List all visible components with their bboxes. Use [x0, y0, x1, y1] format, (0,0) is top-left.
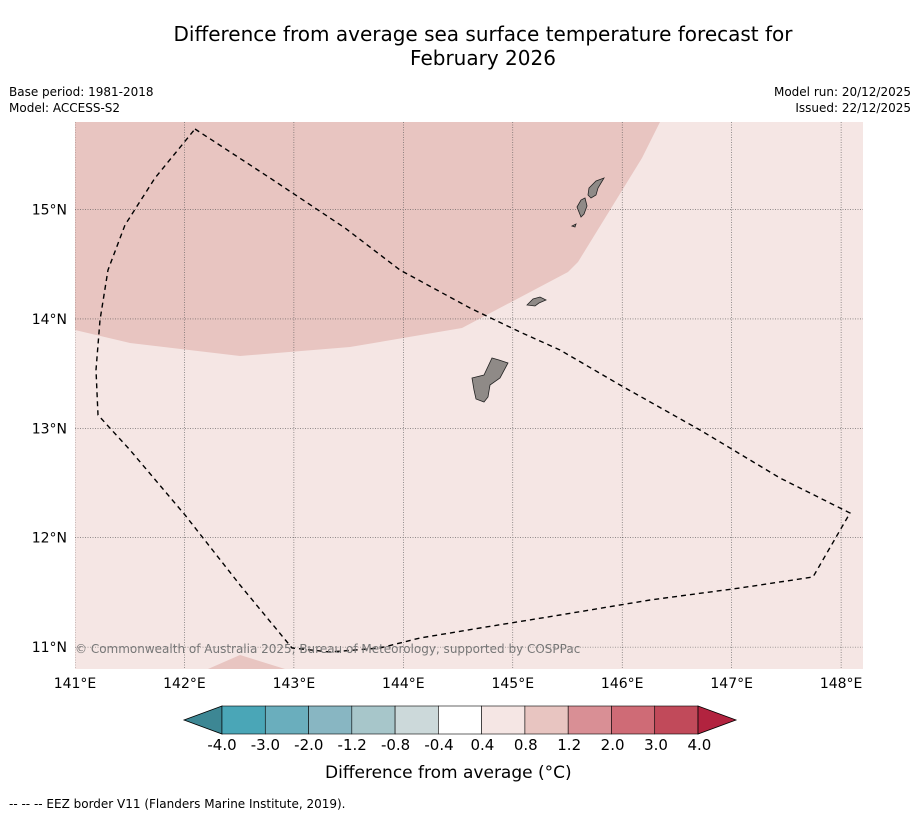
island-tinian: [576, 197, 588, 218]
island-guam: [471, 357, 509, 403]
lat-label: 11°N: [32, 640, 67, 656]
colorbar-under-arrow: [182, 705, 223, 735]
colorbar-tick-label: 0.8: [513, 736, 538, 754]
colorbar-tick-label: -1.2: [337, 736, 367, 754]
lon-label: 146°E: [601, 676, 644, 692]
lat-label: 12°N: [32, 531, 67, 547]
lon-label: 145°E: [491, 676, 534, 692]
lon-label: 144°E: [382, 676, 425, 692]
islands: [471, 177, 605, 403]
colorbar-segment: [308, 705, 353, 735]
lat-label: 13°N: [32, 421, 67, 437]
colorbar-segment: [654, 705, 699, 735]
island-rota: [526, 296, 547, 307]
colorbar-over-arrow: [697, 705, 738, 735]
island-aguijan: [570, 223, 577, 228]
colorbar-tick-label: -0.4: [424, 736, 454, 754]
map-area: © Commonwealth of Australia 2025, Bureau…: [75, 122, 863, 669]
meta-left: Base period: 1981-2018 Model: ACCESS-S2: [9, 84, 154, 116]
colorbar-label: Difference from average (°C): [325, 763, 572, 783]
colorbar-tick-label: 4.0: [687, 736, 712, 754]
colorbar-segment: [481, 705, 526, 735]
lon-label: 143°E: [273, 676, 316, 692]
colorbar-tick-label: 0.4: [470, 736, 495, 754]
chart-title: Difference from average sea surface temp…: [0, 22, 919, 70]
colorbar-segment: [524, 705, 569, 735]
meta-right: Model run: 20/12/2025 Issued: 22/12/2025: [774, 84, 911, 116]
lon-label: 141°E: [54, 676, 97, 692]
model-run: Model run: 20/12/2025: [773, 85, 911, 99]
warm-anomaly-region: [75, 122, 660, 356]
colorbar-segment: [394, 705, 439, 735]
longitude-labels: 141°E 142°E 143°E 144°E 145°E 146°E 147°E 148°E: [54, 676, 863, 692]
copyright-text: © Commonwealth of Australia 2025, Bureau…: [75, 642, 580, 656]
model-name: Model: ACCESS-S2: [9, 101, 121, 115]
colorbar-tick-label: -2.0: [294, 736, 324, 754]
gridlines: [75, 122, 863, 669]
warm-anomaly-region-south: [208, 655, 285, 669]
issued-date: Issued: 22/12/2025: [795, 101, 911, 115]
colorbar-segment: [611, 705, 656, 735]
title-line-2: February 2026: [410, 46, 556, 70]
colorbar-tick-label: 3.0: [644, 736, 668, 754]
colorbar-tick-label: 1.2: [557, 736, 582, 754]
colorbar-tick-label: 2.0: [600, 736, 625, 754]
colorbar-segment: [567, 705, 612, 735]
island-saipan: [587, 177, 605, 199]
colorbar-tick-labels: -4.0 -3.0 -2.0 -1.2 -0.8 -0.4 0.4 0.8 1.2 2.0 3.0 4…: [0, 736, 919, 756]
colorbar-tick-label: -4.0: [207, 736, 237, 754]
colorbar: [182, 705, 738, 735]
colorbar-segment: [351, 705, 396, 735]
lon-label: 142°E: [163, 676, 206, 692]
lon-label: 148°E: [820, 676, 863, 692]
colorbar-tick-label: -0.8: [380, 736, 411, 754]
lon-label: 147°E: [710, 676, 753, 692]
lat-label: 15°N: [32, 203, 67, 219]
lat-label: 14°N: [32, 312, 67, 328]
eez-legend-note: -- -- -- EEZ border V11 (Flanders Marine…: [9, 797, 346, 811]
colorbar-segment: [221, 705, 266, 735]
base-period: Base period: 1981-2018: [9, 85, 154, 99]
colorbar-segment: [438, 705, 482, 735]
title-line-1: Difference from average sea surface temp…: [173, 22, 793, 46]
latitude-labels: 15°N 14°N 13°N 12°N 11°N: [32, 203, 67, 657]
colorbar-segment: [264, 705, 309, 735]
colorbar-tick-label: -3.0: [250, 736, 281, 754]
